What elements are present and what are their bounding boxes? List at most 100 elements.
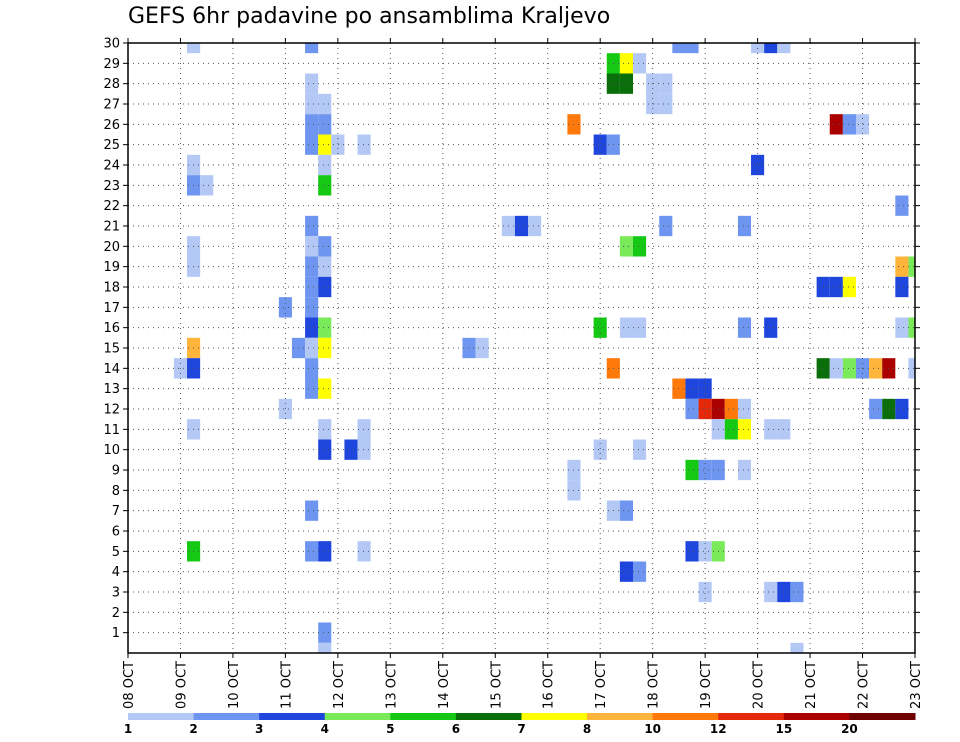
x-tick-label: 18 OCT — [647, 661, 662, 709]
y-tick-label: 11 — [103, 423, 120, 438]
heatmap-cell — [829, 358, 843, 379]
heatmap-cell — [908, 317, 915, 338]
heatmap-cell — [357, 439, 371, 460]
heatmap-cell — [737, 459, 752, 481]
heatmap-cell — [908, 358, 915, 379]
heatmap-cell — [619, 500, 633, 521]
heatmap-cell — [619, 73, 633, 94]
heatmap-cell — [685, 541, 699, 562]
heatmap-cell — [842, 358, 856, 379]
heatmap-cell — [908, 256, 915, 277]
colorbar-label: 3 — [255, 722, 263, 736]
heatmap-cell — [632, 439, 647, 460]
colorbar-swatch — [324, 713, 391, 720]
y-tick-label: 28 — [103, 77, 120, 92]
heatmap-cell — [895, 256, 909, 277]
heatmap-cell — [698, 581, 712, 603]
colorbar-swatch — [587, 713, 654, 720]
y-tick-label: 16 — [103, 321, 120, 336]
heatmap-cell — [790, 581, 804, 603]
x-tick-label: 23 OCT — [909, 661, 924, 709]
x-tick-label: 19 OCT — [699, 661, 714, 709]
x-tick-label: 13 OCT — [384, 661, 399, 709]
colorbar-swatch — [193, 713, 260, 720]
y-tick-label: 26 — [103, 118, 120, 133]
heatmap-cell — [790, 642, 804, 653]
heatmap-cell — [318, 256, 332, 277]
heatmap-cell — [305, 43, 319, 54]
y-tick-label: 24 — [103, 159, 120, 174]
heatmap-cell — [659, 215, 673, 237]
plot-frame — [127, 42, 916, 654]
heatmap-cell — [777, 43, 791, 54]
heatmap-cell — [318, 276, 332, 298]
y-tick-label: 9 — [112, 464, 120, 479]
heatmap-cell — [698, 459, 712, 481]
y-tick-label: 20 — [103, 240, 120, 255]
heatmap-cell — [737, 215, 752, 237]
y-tick-label: 27 — [103, 98, 120, 113]
heatmap-cell — [895, 317, 909, 338]
x-tick-label: 08 OCT — [122, 661, 137, 709]
y-tick-label: 29 — [103, 57, 120, 72]
heatmap-cell — [528, 215, 542, 237]
y-tick-label: 18 — [103, 281, 120, 296]
colorbar-label: 8 — [583, 722, 591, 736]
heatmap-cell — [659, 93, 673, 115]
heatmap-cell — [685, 378, 699, 399]
heatmap-cell — [685, 398, 699, 420]
y-tick-label: 1 — [112, 626, 120, 641]
heatmap-cell — [318, 622, 332, 643]
heatmap-cell — [685, 459, 699, 481]
y-tick-label: 14 — [103, 362, 120, 377]
heatmap-cell — [331, 134, 345, 155]
y-tick-label: 5 — [112, 545, 120, 560]
heatmap-cell — [619, 236, 633, 257]
heatmap-cell — [187, 43, 201, 54]
colorbar: 1 2 3 4 5 6 7 8 10 12 15 20 — [124, 713, 916, 736]
x-tick-label: 09 OCT — [174, 661, 189, 709]
colorbar-swatch — [849, 713, 916, 720]
colorbar-swatch — [652, 713, 719, 720]
grid-lines — [128, 43, 915, 653]
colorbar-label: 5 — [386, 722, 394, 736]
heatmap-cell — [318, 541, 332, 562]
heatmap-cell — [764, 419, 778, 440]
x-tick-label: 21 OCT — [804, 661, 819, 709]
x-tick-label: 17 OCT — [594, 661, 609, 709]
heatmap-cell — [764, 317, 778, 338]
x-tick-label: 10 OCT — [227, 661, 242, 709]
heatmap-cell — [829, 276, 843, 298]
heatmap-cell — [842, 276, 856, 298]
x-axis: 08 OCT 09 OCT 10 OCT 11 OCT 12 OCT 13 OCT 14 O… — [122, 38, 924, 709]
colorbar-label: 2 — [189, 722, 197, 736]
y-tick-label: 25 — [103, 138, 120, 153]
heatmap-cell — [318, 439, 332, 460]
y-tick-label: 22 — [103, 199, 120, 214]
colorbar-swatch — [455, 713, 522, 720]
heatmap-cell — [200, 175, 214, 196]
heatmap-cell — [318, 642, 332, 653]
colorbar-swatch — [259, 713, 326, 720]
heatmap-cell — [305, 215, 319, 237]
y-tick-label: 7 — [112, 504, 120, 519]
y-tick-label: 13 — [103, 382, 120, 397]
heatmap-cell — [842, 114, 856, 135]
heatmap-cell — [737, 419, 752, 440]
heatmap-cell — [593, 439, 607, 460]
y-tick-label: 10 — [103, 443, 120, 458]
chart-title: GEFS 6hr padavine po ansamblima Kraljevo — [128, 4, 611, 29]
x-tick-label: 12 OCT — [332, 661, 347, 709]
heatmap-cell — [724, 398, 738, 420]
x-tick-label: 11 OCT — [279, 661, 294, 709]
y-axis: 1234567891011121314151617181920212223242… — [103, 37, 920, 641]
heatmap-cell — [305, 73, 319, 94]
colorbar-label: 7 — [517, 722, 525, 736]
heatmap-cell — [305, 236, 319, 257]
heatmap-cell — [305, 337, 319, 359]
heatmap-cell — [305, 541, 319, 562]
x-tick-label: 22 OCT — [857, 661, 872, 709]
heatmap-cell — [278, 297, 292, 318]
heatmap-cell — [305, 114, 319, 135]
heatmap-cell — [593, 134, 607, 155]
